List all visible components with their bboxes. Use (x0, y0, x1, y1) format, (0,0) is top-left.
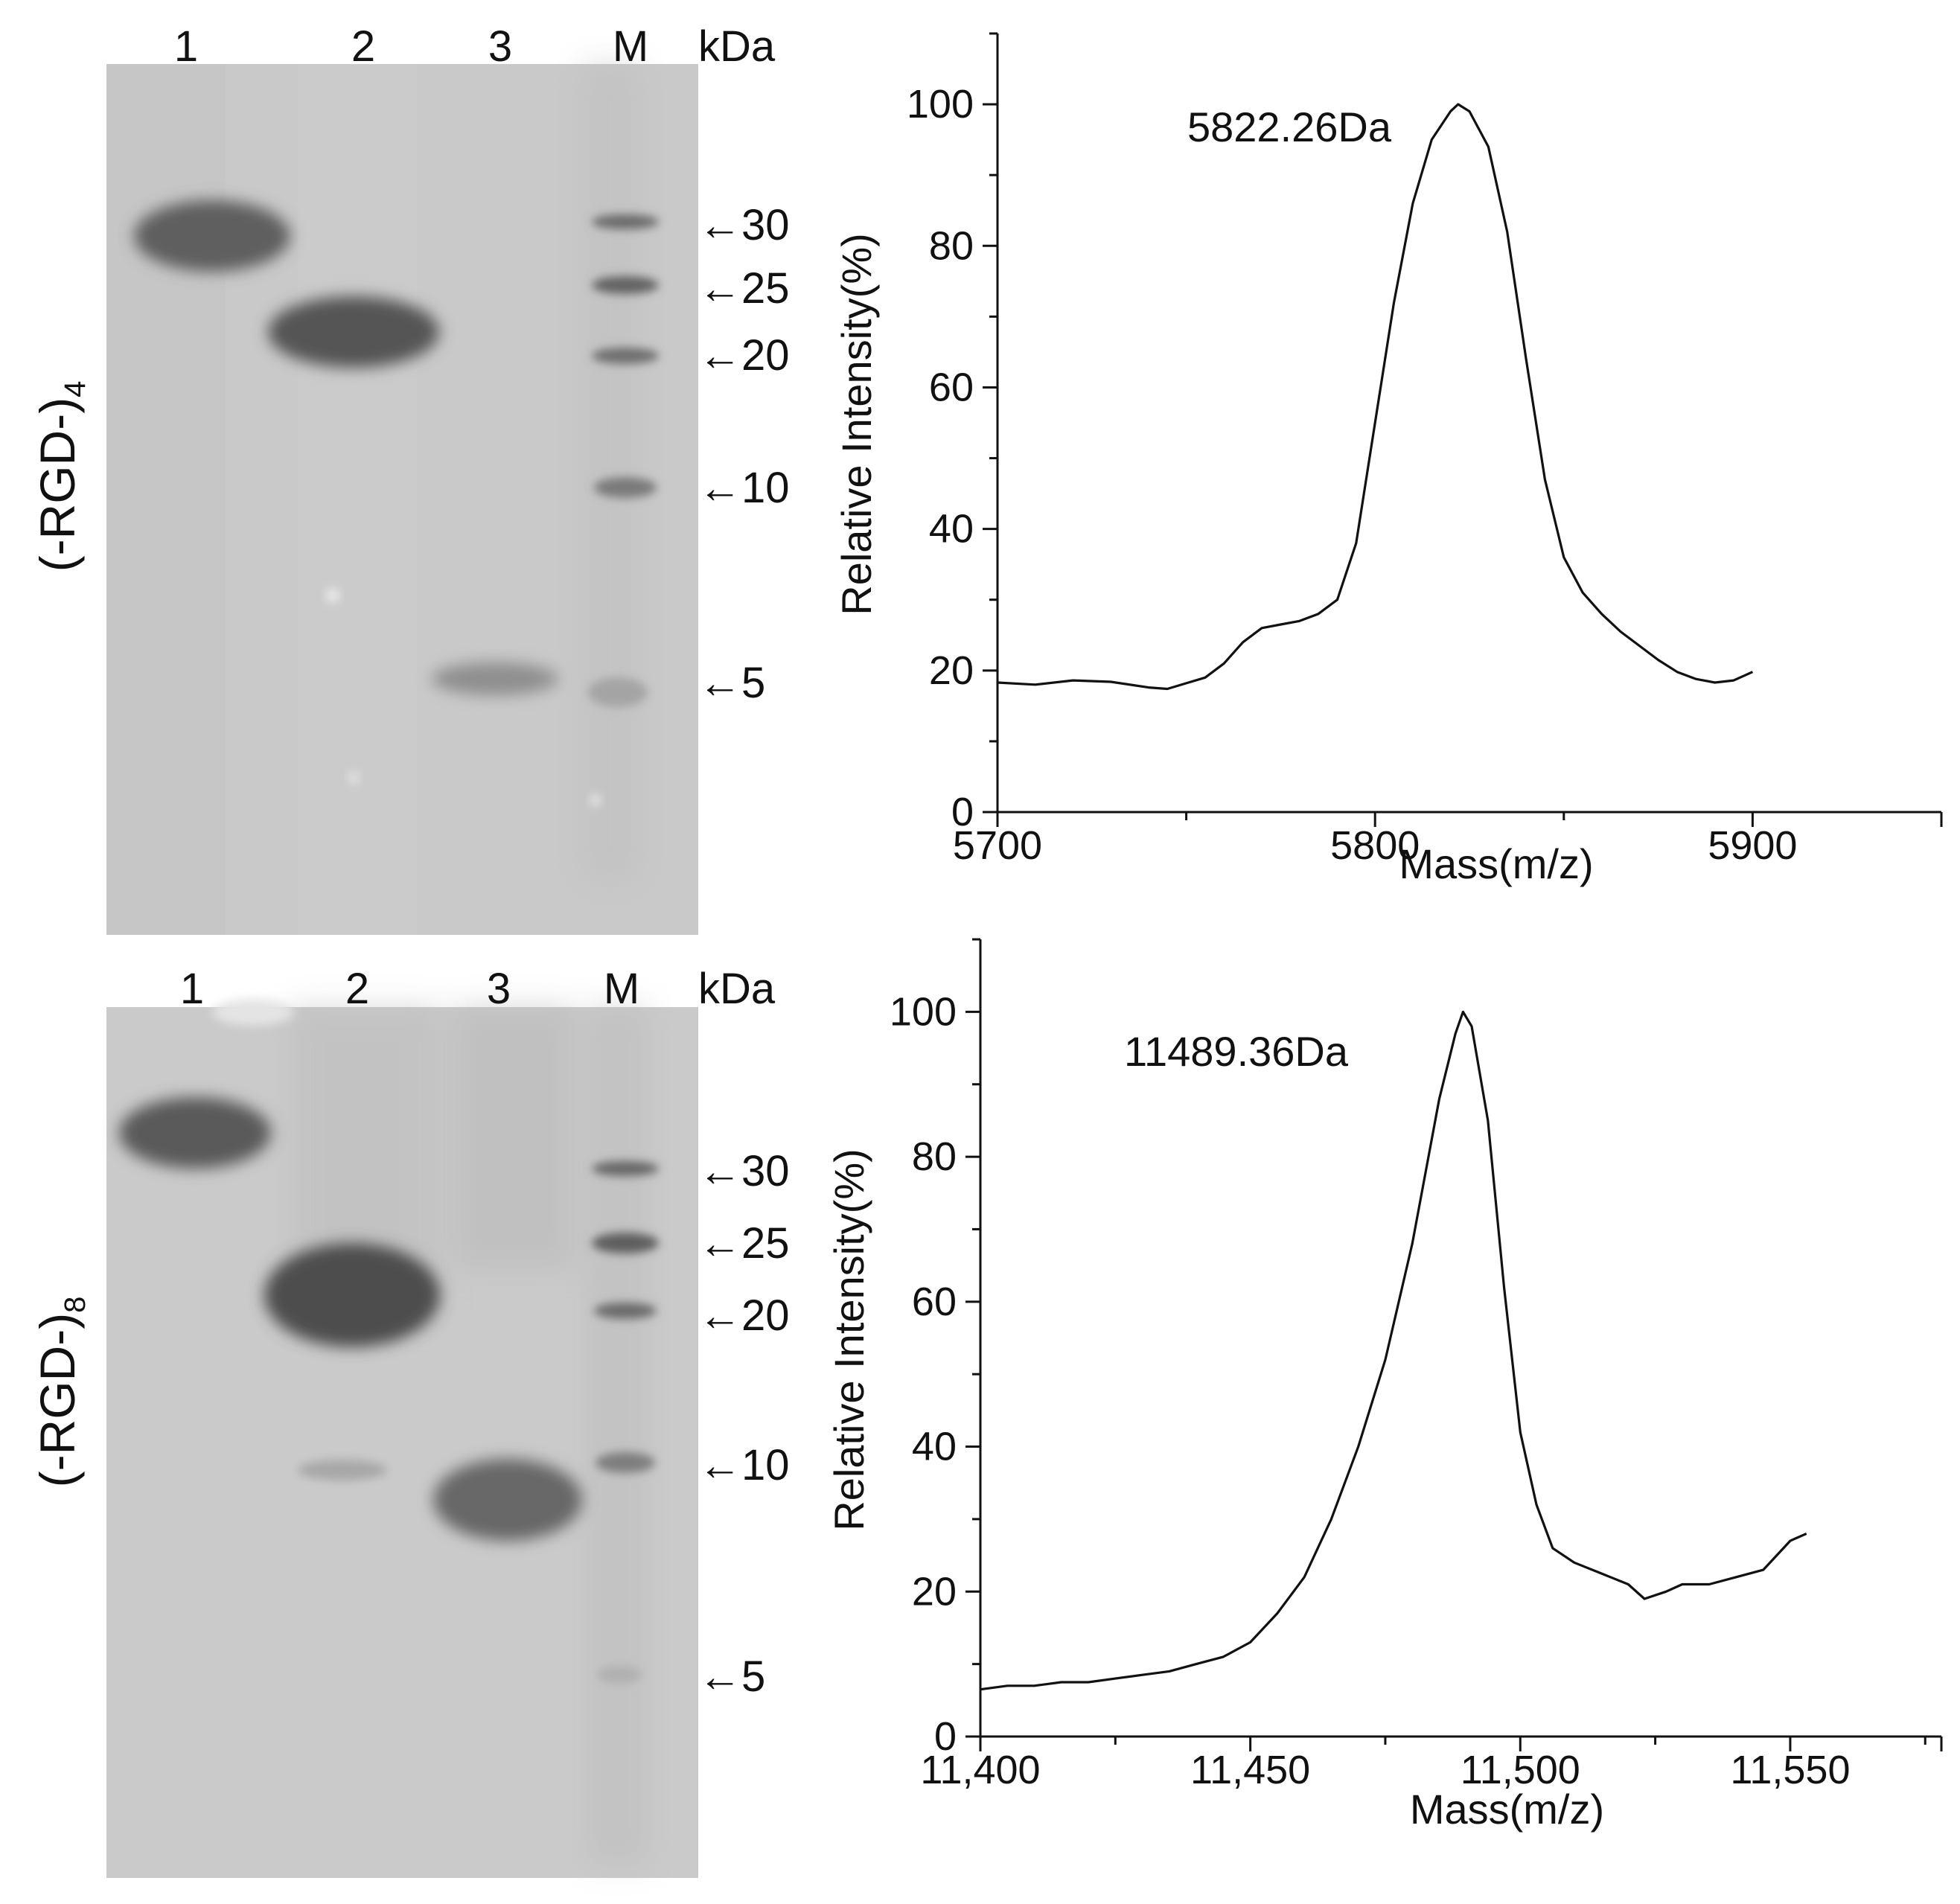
marker-label: ←10 (698, 1441, 790, 1489)
marker-label: ←5 (698, 1652, 765, 1701)
marker-label: ←30 (698, 1147, 790, 1195)
gel-marker-band-20 (594, 1303, 657, 1319)
y-axis-title: Relative Intensity(%) (833, 233, 880, 616)
y-tick-label: 0 (951, 790, 974, 834)
gel-band-lane2-faint (298, 1460, 387, 1480)
x-tick-label: 11,450 (1190, 1748, 1310, 1792)
mass-spectrum-rgd4: 0 20 40 60 80 100 5700 5800 5900 Mass(m/z) Relativ… (833, 32, 1943, 887)
marker-label: ←20 (698, 1291, 790, 1340)
gel-band-lane2 (264, 1243, 440, 1347)
y-tick-label: 60 (912, 1280, 957, 1324)
y-tick-label: 80 (929, 223, 974, 268)
marker-label: ←5 (698, 659, 765, 707)
gel-marker-band-30 (592, 1161, 659, 1176)
y-tick-label: 60 (929, 365, 974, 409)
y-tick-label: 100 (890, 989, 957, 1034)
marker-label: ←10 (698, 464, 790, 512)
x-tick-label: 5900 (1708, 823, 1797, 868)
x-tick-label: 11,400 (920, 1748, 1040, 1792)
lane-label: 1 (180, 965, 204, 1013)
gel-marker-smear (588, 1007, 648, 1863)
gel-marker-band-5 (588, 677, 648, 707)
x-tick-label: 5700 (953, 823, 1042, 868)
gel-marker-band-25 (592, 1233, 659, 1253)
row-label-rgd4: (-RGD-)4 (30, 381, 92, 572)
gel-lane-shade (298, 64, 417, 935)
gel-speck (348, 772, 360, 784)
gel-image-top (106, 64, 698, 935)
gel-marker-band-10 (594, 477, 657, 498)
gel-marker-band-25 (592, 276, 659, 294)
x-tick-label: 5800 (1330, 823, 1420, 868)
marker-label: ←25 (698, 264, 790, 313)
gel-unit-label: kDa (698, 965, 776, 1013)
lane-label: 3 (487, 965, 511, 1013)
y-tick-label: 20 (912, 1569, 957, 1614)
lane-label: M (604, 965, 639, 1013)
gel-band-lane3 (433, 1459, 582, 1541)
gel-band-lane2 (268, 296, 439, 368)
spectrum-line (980, 1010, 1807, 1691)
peak-annotation: 11489.36Da (1124, 1028, 1349, 1075)
gel-band-lane1 (134, 200, 290, 272)
lane-label: 2 (345, 965, 369, 1013)
y-tick-label: 20 (929, 648, 974, 693)
x-tick-label: 11,550 (1730, 1748, 1850, 1792)
y-axis-title: Relative Intensity(%) (826, 1149, 872, 1531)
marker-label: ←30 (698, 201, 790, 249)
gel-image-bottom (106, 999, 698, 1878)
y-tick-label: 80 (912, 1134, 957, 1179)
gel-lane-shade (106, 64, 226, 935)
lane-label: 1 (174, 22, 198, 71)
gel-unit-label: kDa (698, 22, 776, 71)
y-tick-label: 100 (907, 82, 974, 127)
lane-label: 3 (488, 22, 512, 71)
y-tick-label: 0 (934, 1714, 957, 1759)
gel-marker-smear (581, 64, 640, 883)
gel-lane-shade (454, 1007, 573, 1268)
row-label-rgd8: (-RGD-)8 (30, 1297, 92, 1488)
marker-label: ←25 (698, 1219, 790, 1268)
marker-label: ←20 (698, 331, 790, 380)
gel-speck (325, 588, 340, 603)
lane-label: M (613, 22, 648, 71)
spectrum-line (997, 103, 1754, 691)
gel-band-lane3 (432, 662, 558, 695)
mass-spectrum-rgd8: 0 20 40 60 80 100 11,400 11,450 11,500 11,550 Mass… (826, 938, 1943, 1833)
gel-marker-band-30 (592, 214, 659, 229)
y-tick-label: 40 (912, 1425, 957, 1469)
x-tick-label: 11,500 (1461, 1748, 1580, 1792)
x-axis-title: Mass(m/z) (1410, 1786, 1604, 1833)
lane-label: 2 (351, 22, 375, 71)
x-axis-title: Mass(m/z) (1399, 840, 1593, 887)
gel-marker-band-5 (597, 1666, 642, 1684)
gel-marker-band-20 (592, 348, 659, 364)
y-tick-label: 40 (929, 507, 974, 552)
gel-marker-band-10 (596, 1452, 655, 1473)
gel-speck (590, 794, 601, 806)
gel-well-mark (212, 999, 294, 1026)
peak-annotation: 5822.26Da (1187, 103, 1392, 150)
gel-band-lane1 (119, 1097, 271, 1169)
